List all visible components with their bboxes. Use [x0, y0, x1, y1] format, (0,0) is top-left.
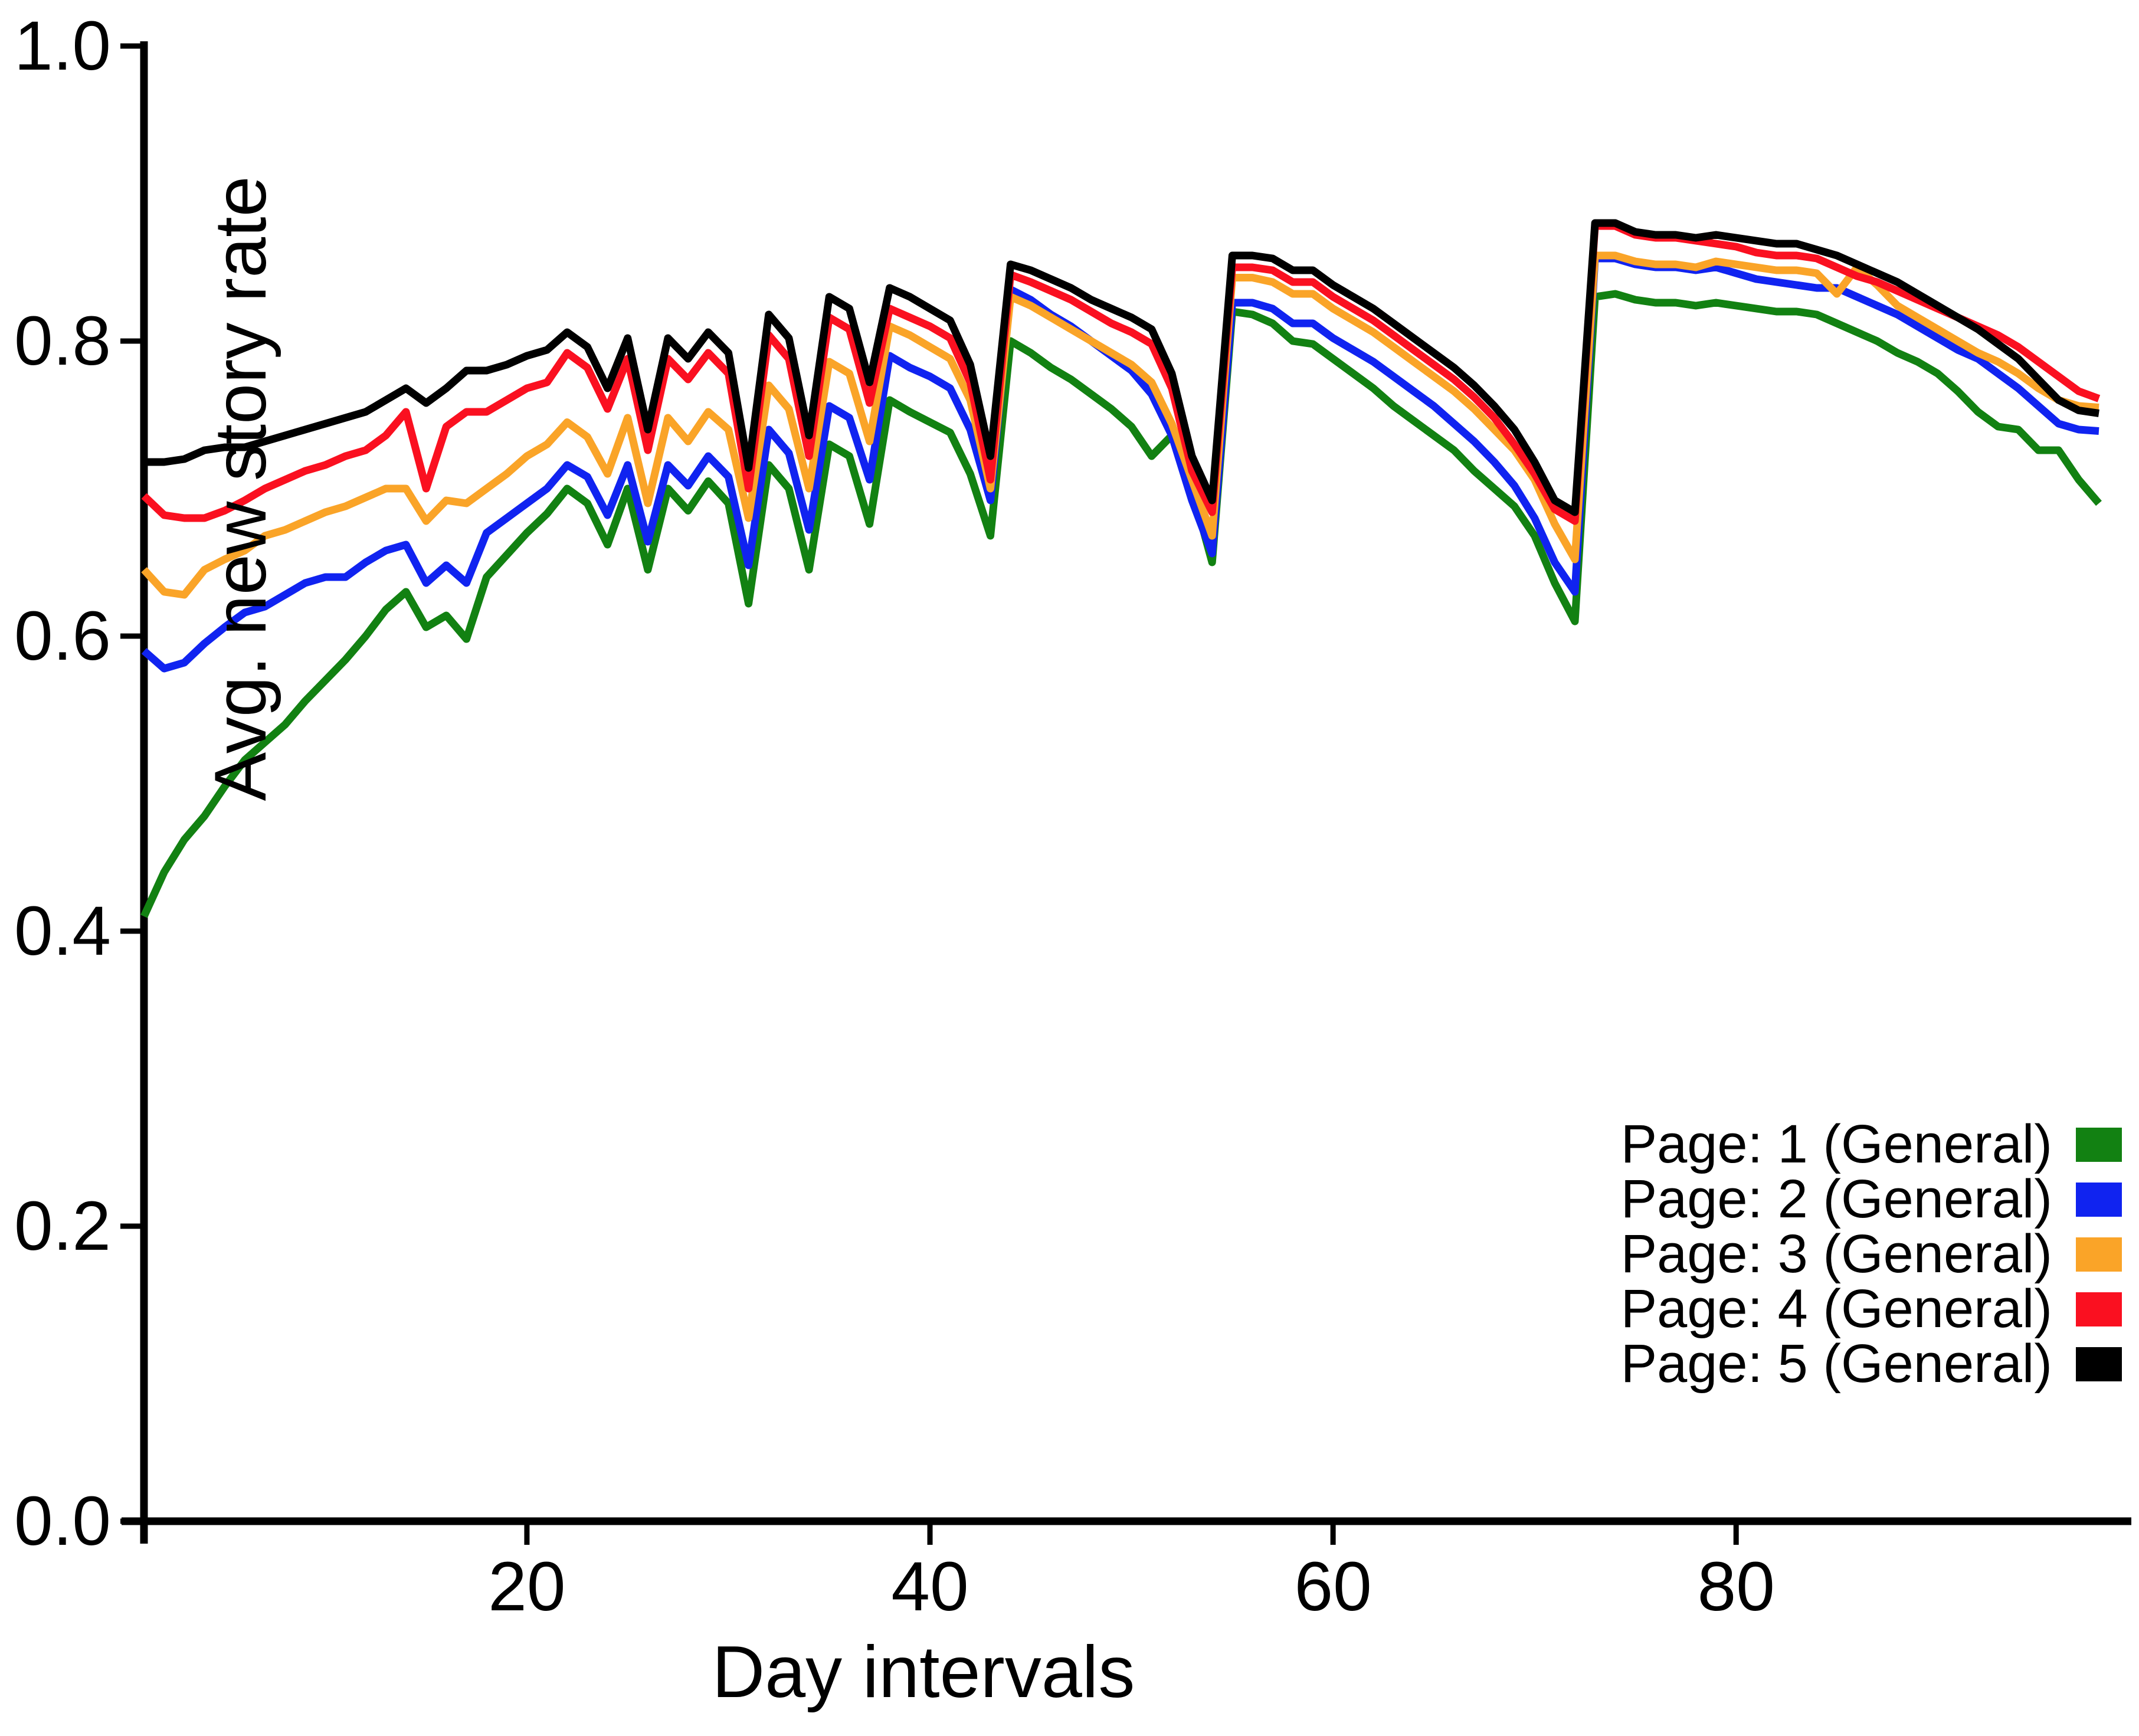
legend-swatch	[2076, 1237, 2122, 1272]
legend-item: Page: 4 (General)	[1621, 1282, 2122, 1337]
y-tick-label: 0.8	[14, 302, 111, 380]
legend-swatch	[2076, 1182, 2122, 1217]
legend-label: Page: 5 (General)	[1620, 1334, 2052, 1394]
y-tick-label: 0.4	[14, 892, 111, 970]
y-tick-label: 0.0	[14, 1482, 111, 1560]
y-tick-label: 0.6	[14, 597, 111, 675]
y-tick-label: 1.0	[14, 7, 111, 85]
series-line-page-5	[144, 219, 2099, 516]
legend-item: Page: 3 (General)	[1621, 1227, 2122, 1282]
legend-label: Page: 3 (General)	[1620, 1224, 2052, 1284]
legend-item: Page: 1 (General)	[1621, 1117, 2122, 1172]
x-tick-label: 40	[891, 1548, 969, 1626]
legend-swatch	[2076, 1347, 2122, 1381]
legend-label: Page: 2 (General)	[1620, 1169, 2052, 1229]
x-tick-label: 60	[1294, 1548, 1372, 1626]
series-line-page-1	[140, 290, 2102, 918]
legend: Page: 1 (General) Page: 2 (General) Page: …	[1621, 1117, 2122, 1391]
x-tick-label: 80	[1697, 1548, 1775, 1626]
legend-item: Page: 2 (General)	[1621, 1172, 2122, 1227]
series-line-page-4	[141, 222, 2101, 525]
y-tick-label: 0.2	[14, 1187, 111, 1265]
legend-label: Page: 1 (General)	[1620, 1114, 2052, 1174]
legend-label: Page: 4 (General)	[1620, 1279, 2052, 1339]
legend-swatch	[2076, 1292, 2122, 1326]
legend-item: Page: 5 (General)	[1621, 1337, 2122, 1391]
x-axis-title: Day intervals	[712, 1632, 1135, 1713]
y-axis-title: Avg. new story rate	[200, 176, 281, 801]
legend-swatch	[2076, 1127, 2122, 1162]
series-line-page-3	[141, 251, 2099, 599]
x-tick-label: 20	[488, 1548, 566, 1626]
